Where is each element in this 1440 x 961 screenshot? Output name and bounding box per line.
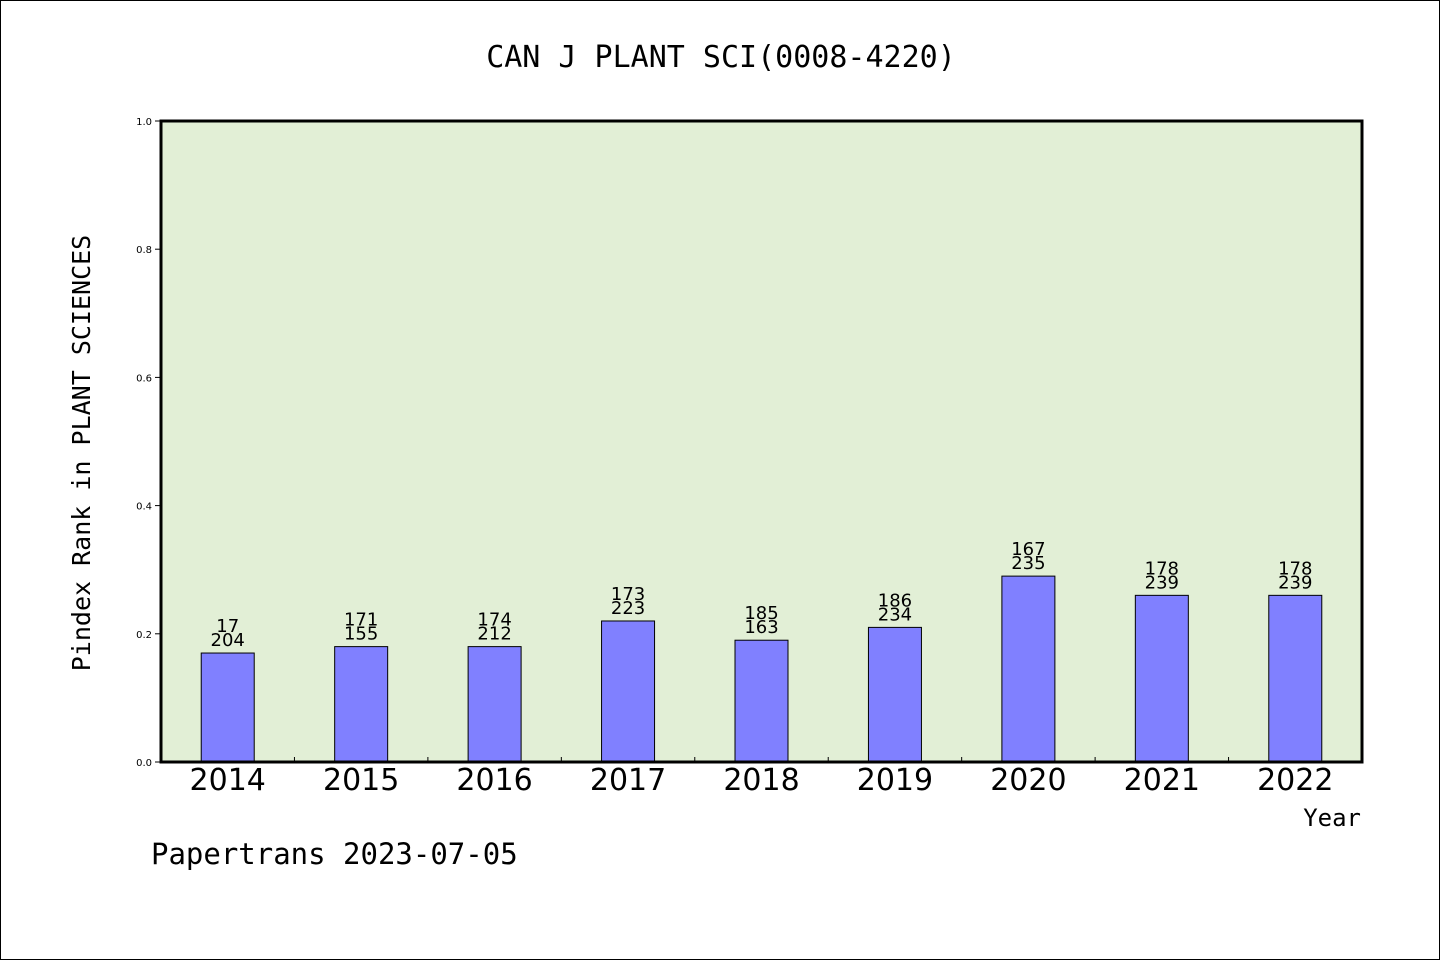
y-tick-label: 1.0 (136, 117, 152, 128)
y-tick-label: 0.6 (136, 373, 152, 384)
bar-2022 (1268, 594, 1323, 763)
bar-2017 (601, 620, 656, 763)
bar-label-bottom: 223 (611, 598, 645, 619)
bar-label-bottom: 235 (1011, 553, 1045, 574)
x-tick-label: 2021 (1124, 763, 1200, 798)
bar-label-bottom: 155 (344, 624, 378, 645)
x-axis-label: Year (1303, 804, 1361, 832)
x-tick-label: 2015 (323, 763, 399, 798)
bar-2019 (867, 626, 922, 763)
bar-label-bottom: 163 (744, 617, 778, 638)
y-tick-label: 0.8 (136, 245, 152, 256)
bar-2014 (200, 652, 255, 763)
bar-label-bottom: 239 (1278, 572, 1312, 593)
x-tick-label: 2018 (723, 763, 799, 798)
bar-label-bottom: 239 (1145, 572, 1179, 593)
bar-2020 (1001, 575, 1056, 763)
x-tick-label: 2016 (456, 763, 532, 798)
bar-label-top: 167 (1011, 539, 1045, 560)
bar-label-top: 185 (744, 603, 778, 624)
x-tick-label: 2022 (1257, 763, 1333, 798)
bar-label-bottom: 204 (211, 630, 245, 651)
x-tick-label: 2014 (190, 763, 266, 798)
bar-2021 (1134, 594, 1189, 763)
bar-label-bottom: 212 (477, 624, 511, 645)
bar-label-top: 178 (1278, 558, 1312, 579)
y-tick-label: 0.4 (136, 502, 152, 513)
plot-border (159, 119, 1364, 764)
y-tick-label: 0.0 (136, 758, 152, 769)
bar-label-top: 173 (611, 584, 645, 605)
x-tick-label: 2017 (590, 763, 666, 798)
bar-2018 (734, 639, 789, 763)
bar-label-top: 186 (878, 590, 912, 611)
bar-label-bottom: 234 (878, 604, 912, 625)
footer-text: Papertrans 2023-07-05 (151, 837, 518, 871)
bar-label-top: 171 (344, 610, 378, 631)
bar-label-top: 178 (1145, 558, 1179, 579)
y-axis-label: Pindex Rank in PLANT SCIENCES (67, 235, 96, 672)
bar-label-top: 174 (477, 610, 511, 631)
bar-2015 (334, 646, 389, 763)
bar-label-top: 17 (216, 616, 239, 637)
bar-2016 (467, 646, 522, 763)
x-tick-label: 2019 (857, 763, 933, 798)
chart-title: CAN J PLANT SCI(0008-4220) (486, 40, 956, 75)
x-tick-label: 2020 (990, 763, 1066, 798)
y-tick-label: 0.2 (136, 630, 152, 641)
